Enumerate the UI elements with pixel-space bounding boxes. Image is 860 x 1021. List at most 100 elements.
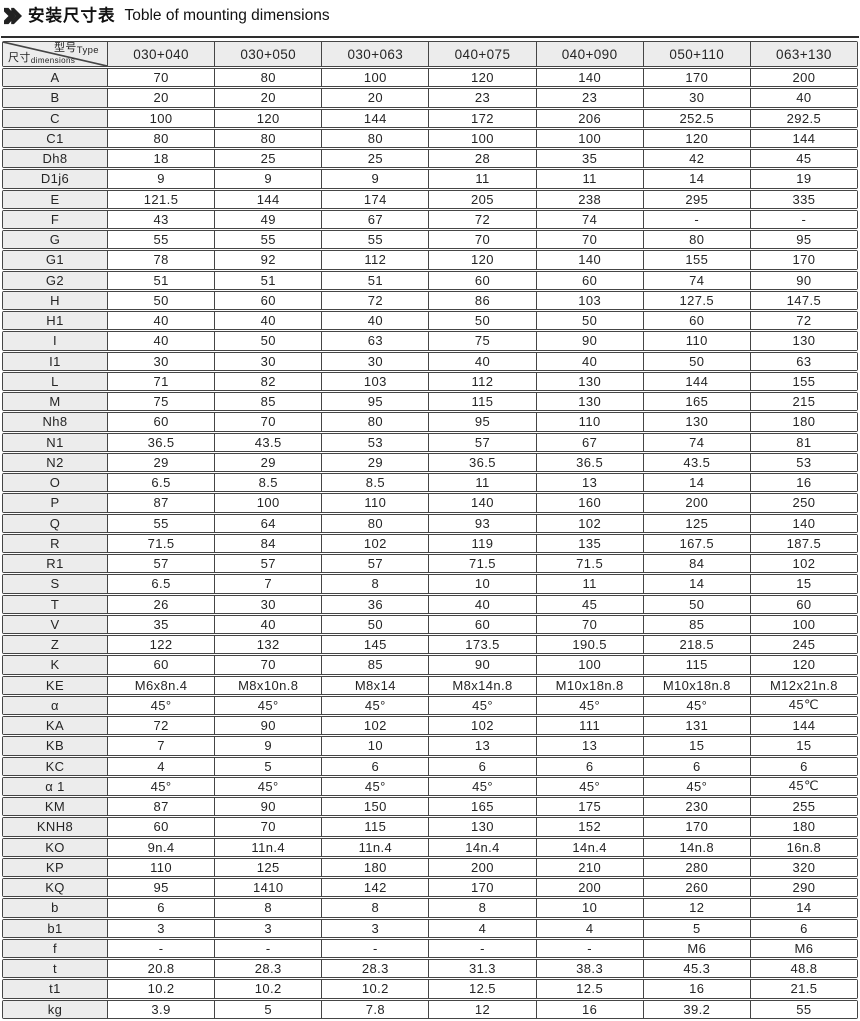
table-cell: 50 xyxy=(642,595,750,613)
table-cell: 12.5 xyxy=(535,980,643,998)
table-cell: 140 xyxy=(535,251,643,269)
table-cell: 110 xyxy=(321,494,429,512)
table-row: KE M6x8n.4 M8x10n.8 M8x14 M8x14n.8 M10x18n.8 M… xyxy=(2,675,858,695)
table-cell: 90 xyxy=(749,271,857,289)
table-cell: 50 xyxy=(321,615,429,633)
table-cell: 170 xyxy=(428,879,536,897)
table-cell: 85 xyxy=(321,656,429,674)
table-cell: 11n.4 xyxy=(321,838,429,856)
table-cell: 95 xyxy=(107,879,215,897)
table-cell: 100 xyxy=(321,69,429,87)
table-cell: 51 xyxy=(107,271,215,289)
table-cell: 10.2 xyxy=(107,980,215,998)
table-row: P 87 100 110 140 160 200 250 xyxy=(2,493,858,513)
row-label: R xyxy=(3,534,107,552)
column-header: 040+075 xyxy=(428,42,536,66)
table-row: t1 10.2 10.2 10.2 12.5 12.5 16 21.5 xyxy=(2,979,858,999)
table-cell: 144 xyxy=(749,129,857,147)
table-row: I 40 50 63 75 90 110 130 xyxy=(2,331,858,351)
table-cell: 64 xyxy=(214,514,322,532)
table-cell: 28 xyxy=(428,150,536,168)
table-cell: 292.5 xyxy=(749,109,857,127)
table-cell: 80 xyxy=(321,129,429,147)
row-label: K xyxy=(3,656,107,674)
table-cell: 10 xyxy=(535,899,643,917)
table-cell: 125 xyxy=(642,514,750,532)
table-cell: 60 xyxy=(642,312,750,330)
table-top-rule xyxy=(1,36,859,38)
table-cell: 174 xyxy=(321,190,429,208)
table-cell: M12x21n.8 xyxy=(749,676,857,694)
table-row: Q 55 64 80 93 102 125 140 xyxy=(2,513,858,533)
table-cell: 12.5 xyxy=(428,980,536,998)
table-cell: 130 xyxy=(535,372,643,390)
table-cell: 19 xyxy=(749,170,857,188)
table-cell: 18 xyxy=(107,150,215,168)
table-cell: 40 xyxy=(321,312,429,330)
table-cell: 9n.4 xyxy=(107,838,215,856)
table-row: b 6 8 8 8 10 12 14 xyxy=(2,898,858,918)
table-cell: 43.5 xyxy=(642,453,750,471)
table-cell: 51 xyxy=(214,271,322,289)
table-cell: 245 xyxy=(749,636,857,654)
table-cell: 3 xyxy=(321,919,429,937)
table-cell: 140 xyxy=(428,494,536,512)
table-cell: 6 xyxy=(749,919,857,937)
table-cell: 15 xyxy=(642,737,750,755)
table-cell: 28.3 xyxy=(214,960,322,978)
table-cell: 45.3 xyxy=(642,960,750,978)
table-cell: 6 xyxy=(107,899,215,917)
table-cell: 320 xyxy=(749,858,857,876)
table-row: KB 7 9 10 13 13 15 15 xyxy=(2,736,858,756)
table-cell: 5 xyxy=(214,757,322,775)
table-row: K 60 70 85 90 100 115 120 xyxy=(2,655,858,675)
table-row: KO 9n.4 11n.4 11n.4 14n.4 14n.4 14n.8 16n.8 xyxy=(2,837,858,857)
table-cell: 6.5 xyxy=(107,474,215,492)
table-cell: 15 xyxy=(749,737,857,755)
table-cell: 230 xyxy=(642,798,750,816)
table-cell: 45℃ xyxy=(749,777,857,795)
table-cell: 40 xyxy=(428,352,536,370)
table-cell: 6 xyxy=(321,757,429,775)
row-label: E xyxy=(3,190,107,208)
table-cell: 30 xyxy=(214,595,322,613)
double-arrow-icon xyxy=(4,7,22,25)
table-cell: 122 xyxy=(107,636,215,654)
table-row: S 6.5 7 8 10 11 14 15 xyxy=(2,574,858,594)
table-cell: 130 xyxy=(428,818,536,836)
table-row: α 1 45° 45° 45° 45° 45° 45° 45℃ xyxy=(2,776,858,796)
column-header: 063+130 xyxy=(749,42,857,66)
row-label: N1 xyxy=(3,433,107,451)
table-header-row: 型号Type 尺寸dimensions 030+040 030+050 030+… xyxy=(2,41,858,67)
table-row: M 75 85 95 115 130 165 215 xyxy=(2,392,858,412)
table-cell: 9 xyxy=(214,737,322,755)
table-cell: 45° xyxy=(107,696,215,714)
table-row: Z 122 132 145 173.5 190.5 218.5 245 xyxy=(2,635,858,655)
table-cell: 50 xyxy=(428,312,536,330)
table-cell: 45 xyxy=(535,595,643,613)
table-cell: 60 xyxy=(428,615,536,633)
table-cell: 50 xyxy=(214,332,322,350)
table-row: H1 40 40 40 50 50 60 72 xyxy=(2,311,858,331)
table-cell: 250 xyxy=(749,494,857,512)
table-cell: 172 xyxy=(428,109,536,127)
table-cell: 8 xyxy=(321,899,429,917)
table-cell: 72 xyxy=(107,717,215,735)
table-cell: 155 xyxy=(749,372,857,390)
table-cell: 57 xyxy=(321,555,429,573)
table-cell: 23 xyxy=(535,89,643,107)
table-cell: 16 xyxy=(535,1000,643,1018)
row-label: KA xyxy=(3,717,107,735)
table-cell: - xyxy=(535,939,643,957)
table-row: KNH8 60 70 115 130 152 170 180 xyxy=(2,817,858,837)
table-cell: 8 xyxy=(428,899,536,917)
table-cell: 29 xyxy=(107,453,215,471)
table-cell: 102 xyxy=(428,717,536,735)
table-cell: 39.2 xyxy=(642,1000,750,1018)
table-row: L 71 82 103 112 130 144 155 xyxy=(2,371,858,391)
table-cell: 43 xyxy=(107,210,215,228)
row-label: Q xyxy=(3,514,107,532)
row-label: α xyxy=(3,696,107,714)
row-label: N2 xyxy=(3,453,107,471)
